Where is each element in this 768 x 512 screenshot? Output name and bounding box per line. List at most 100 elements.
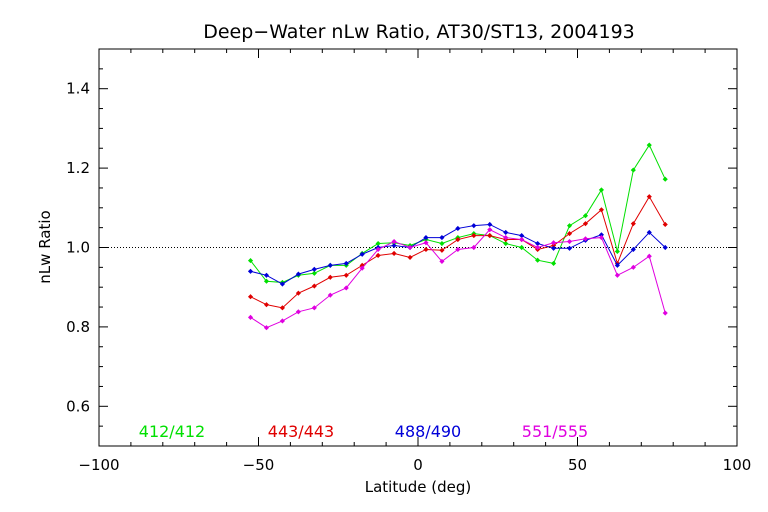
legend-entry: 488/490 <box>395 422 461 441</box>
data-point <box>614 262 620 268</box>
data-point <box>375 246 381 253</box>
data-point <box>582 221 589 227</box>
data-point <box>407 254 413 260</box>
data-point <box>439 247 445 253</box>
data-point <box>423 246 429 253</box>
data-point <box>439 240 445 247</box>
data-point <box>327 262 333 268</box>
data-point <box>359 265 365 271</box>
y-tick-label: 1.4 <box>66 80 90 98</box>
data-point <box>375 252 381 259</box>
x-tick-label: 50 <box>568 456 587 474</box>
data-point <box>662 244 668 251</box>
data-point <box>343 285 349 291</box>
data-point <box>247 268 254 274</box>
data-point <box>614 272 620 278</box>
data-point <box>519 236 525 243</box>
data-point <box>487 221 493 228</box>
y-tick-label: 0.6 <box>66 397 90 415</box>
data-point <box>503 235 509 241</box>
data-point <box>327 274 333 280</box>
x-axis-label: Latitude (deg) <box>365 478 471 496</box>
data-point <box>311 266 317 272</box>
data-point <box>582 236 589 242</box>
data-point <box>295 309 301 315</box>
y-tick-label: 1.0 <box>66 239 90 257</box>
series-line <box>250 195 666 309</box>
data-point <box>391 238 397 245</box>
data-point <box>551 240 557 246</box>
data-point <box>263 302 270 308</box>
y-tick-label: 1.2 <box>66 159 90 177</box>
data-point <box>662 176 668 182</box>
series-line <box>250 229 666 329</box>
data-point <box>646 253 652 259</box>
data-point <box>566 245 573 251</box>
data-point <box>519 233 525 239</box>
series-3 <box>247 227 668 331</box>
data-point <box>471 223 477 229</box>
data-point <box>471 233 477 239</box>
data-point <box>279 281 285 287</box>
data-point <box>614 248 620 255</box>
x-tick-label: −100 <box>78 456 119 474</box>
data-point <box>327 292 333 298</box>
series-0 <box>247 142 668 286</box>
chart-title: Deep−Water nLw Ratio, AT30/ST13, 2004193 <box>203 21 635 43</box>
data-point <box>311 283 317 289</box>
data-point <box>247 294 254 300</box>
data-point <box>343 260 349 266</box>
data-point <box>263 278 270 284</box>
data-point <box>503 240 509 247</box>
data-point <box>455 236 461 243</box>
data-point <box>551 245 557 251</box>
data-point <box>662 221 668 228</box>
data-point <box>598 187 604 193</box>
data-point <box>646 229 652 235</box>
data-point <box>295 290 301 296</box>
data-point <box>391 250 397 257</box>
data-point <box>519 244 525 251</box>
legend-entry: 412/412 <box>139 422 205 441</box>
x-tick-label: 100 <box>723 456 752 474</box>
x-tick-label: 0 <box>413 456 423 474</box>
data-point <box>423 240 429 246</box>
data-point <box>662 310 668 316</box>
data-point <box>630 221 636 227</box>
data-point <box>535 244 541 251</box>
data-point <box>598 207 604 213</box>
y-axis-label: nLw Ratio <box>36 210 54 283</box>
data-point <box>630 246 636 253</box>
data-point <box>503 229 509 235</box>
data-point <box>295 271 301 277</box>
data-point <box>311 305 317 311</box>
legend-entry: 443/443 <box>268 422 334 441</box>
data-point <box>439 258 445 264</box>
data-point <box>311 270 317 276</box>
data-point <box>375 240 381 247</box>
x-tick-label: −50 <box>243 456 275 474</box>
y-tick-label: 0.8 <box>66 318 90 336</box>
data-point <box>582 213 589 219</box>
data-point <box>487 227 493 233</box>
data-point <box>630 167 636 173</box>
data-point <box>279 305 285 311</box>
data-point <box>566 238 573 245</box>
data-point <box>646 142 652 148</box>
data-point <box>455 246 461 253</box>
data-point <box>343 272 349 278</box>
data-point <box>423 235 429 241</box>
data-point <box>455 225 461 232</box>
data-point <box>263 325 270 331</box>
data-point <box>279 318 285 324</box>
data-point <box>487 233 493 239</box>
data-point <box>551 260 557 266</box>
data-point <box>566 231 573 237</box>
data-point <box>439 235 445 241</box>
series-1 <box>247 194 668 311</box>
data-point <box>566 223 573 229</box>
data-point <box>535 257 541 263</box>
data-point <box>598 235 604 241</box>
data-point <box>646 194 652 200</box>
